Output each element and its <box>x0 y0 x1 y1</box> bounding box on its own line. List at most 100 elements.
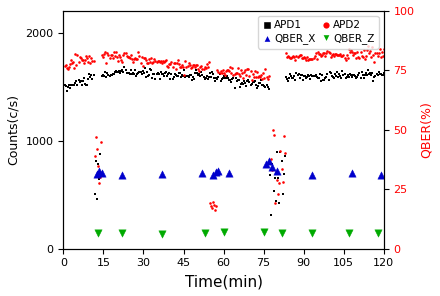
Point <box>289 55 296 59</box>
Point <box>73 78 80 83</box>
Point <box>202 75 209 80</box>
Point <box>329 52 336 57</box>
Point <box>289 75 296 80</box>
Point <box>314 50 321 54</box>
Point <box>293 54 300 59</box>
Point <box>197 64 204 69</box>
Point <box>334 75 341 80</box>
Point <box>243 84 250 89</box>
Point <box>132 68 139 73</box>
Point <box>208 204 215 209</box>
Point <box>301 55 308 59</box>
Point <box>131 57 138 61</box>
Point <box>278 166 285 171</box>
Point <box>286 75 293 80</box>
Point <box>209 205 216 210</box>
Point <box>348 48 355 53</box>
Point <box>141 65 148 70</box>
Point <box>236 74 243 79</box>
Point <box>139 64 146 68</box>
Point <box>275 176 282 181</box>
Point <box>271 176 279 181</box>
Point <box>348 75 356 80</box>
Point <box>176 71 183 76</box>
Point <box>123 53 130 58</box>
Point <box>340 52 347 57</box>
Point <box>209 173 216 178</box>
Point <box>367 49 374 53</box>
Point <box>78 57 85 62</box>
Point <box>254 75 261 80</box>
Point <box>292 57 299 62</box>
Point <box>69 83 76 87</box>
Point <box>229 66 236 71</box>
Point <box>107 73 114 77</box>
Point <box>217 78 224 83</box>
Point <box>142 57 149 62</box>
Point <box>337 52 344 57</box>
Point <box>253 85 260 90</box>
Point <box>113 69 120 73</box>
Point <box>348 171 355 176</box>
Point <box>118 231 125 236</box>
Point <box>279 192 286 196</box>
Point <box>269 165 276 170</box>
Point <box>153 72 160 76</box>
Point <box>257 75 264 80</box>
Point <box>336 52 343 57</box>
Point <box>336 72 343 77</box>
Point <box>199 67 206 72</box>
Point <box>176 62 183 67</box>
Point <box>213 203 220 208</box>
Point <box>220 74 227 78</box>
Point <box>205 75 213 79</box>
Point <box>187 65 194 70</box>
Point <box>291 74 298 79</box>
Point <box>304 73 312 78</box>
Point <box>262 67 269 72</box>
Point <box>81 60 88 65</box>
Point <box>90 59 97 63</box>
Point <box>268 212 275 217</box>
Point <box>161 59 169 64</box>
Point <box>206 71 213 76</box>
Point <box>138 71 145 76</box>
Point <box>163 58 170 63</box>
Point <box>81 75 88 80</box>
Point <box>136 54 143 59</box>
Point <box>96 152 103 157</box>
Point <box>263 75 270 80</box>
Point <box>346 50 353 54</box>
Point <box>254 83 261 88</box>
Point <box>216 72 223 77</box>
Point <box>286 56 293 61</box>
Point <box>174 73 181 78</box>
Point <box>334 52 341 57</box>
Point <box>245 67 252 71</box>
Point <box>182 59 189 63</box>
Point <box>61 83 68 87</box>
Point <box>95 181 103 186</box>
Point <box>299 78 306 83</box>
Point <box>134 56 141 61</box>
Point <box>173 61 180 65</box>
Point <box>194 67 202 71</box>
Point <box>166 70 173 75</box>
Point <box>373 71 380 76</box>
Point <box>110 71 117 76</box>
Point <box>212 78 219 83</box>
Point <box>331 52 338 57</box>
Point <box>189 62 196 67</box>
Point <box>141 56 148 61</box>
Point <box>61 64 68 69</box>
Point <box>368 73 375 78</box>
Point <box>125 54 132 59</box>
Point <box>185 61 192 65</box>
Point <box>379 54 386 59</box>
Point <box>118 58 125 63</box>
Point <box>307 57 314 62</box>
Point <box>191 65 198 70</box>
Point <box>159 231 166 236</box>
Point <box>120 70 127 74</box>
Point <box>149 60 156 65</box>
